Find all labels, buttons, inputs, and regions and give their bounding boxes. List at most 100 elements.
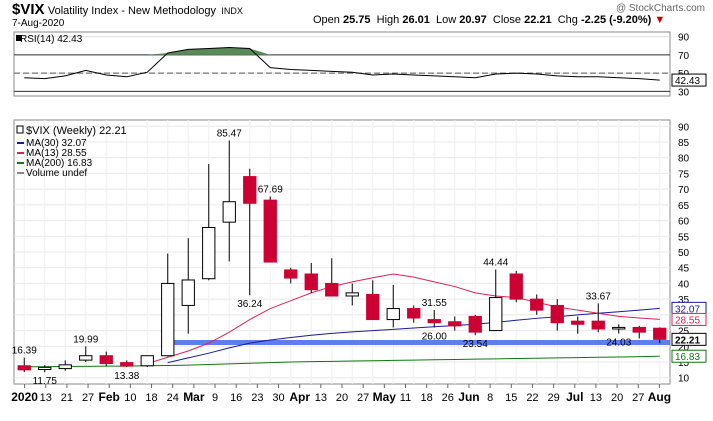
price-annotation: 19.99: [73, 334, 98, 345]
x-tick-label: 11: [400, 392, 411, 404]
price-tick-label: 80: [678, 154, 690, 165]
x-tick-label: 10: [124, 392, 136, 404]
candle-down: [550, 304, 564, 324]
candle-up: [58, 364, 72, 370]
candle-down: [468, 315, 482, 333]
symbol-label: $VIX: [12, 1, 45, 18]
price-tick-label: 45: [678, 264, 690, 275]
x-tick-label: Apr: [289, 390, 310, 404]
x-tick-label: 16: [230, 392, 242, 404]
price-annotation: 16.39: [12, 346, 37, 357]
x-tick-label: 2020: [11, 390, 38, 404]
close-value: 22.21: [524, 14, 552, 26]
price-tick-label: 25: [678, 327, 690, 338]
legend-entry: MA(200) 16.83: [26, 158, 93, 169]
candle-up: [386, 308, 400, 321]
legend-entry: MA(30) 32.07: [26, 138, 87, 149]
value-tag: [671, 312, 707, 326]
x-tick-label: 23: [251, 392, 263, 404]
candle-down: [407, 308, 421, 319]
high-label: High: [376, 14, 400, 26]
price-tick-label: 90: [678, 122, 690, 133]
chg-label: Chg: [557, 14, 578, 26]
rsi-legend-swatch: [16, 35, 22, 41]
open-value: 25.75: [342, 14, 371, 26]
x-tick-label: 27: [357, 392, 369, 404]
x-tick-label: Aug: [648, 390, 671, 404]
rsi-value-label: 42.43: [675, 76, 700, 87]
legend-entry: Volume undef: [26, 168, 87, 179]
rsi-value-tag: [671, 73, 707, 87]
x-tick-label: 15: [505, 392, 517, 404]
price-legend-swatch: [16, 125, 24, 134]
x-tick-label: 18: [421, 392, 433, 404]
x-tick-label: 29: [547, 392, 559, 404]
price-tick-label: 15: [678, 358, 690, 369]
candle-down: [120, 362, 134, 367]
price-tick-label: 10: [678, 374, 690, 385]
price-annotation: 24.03: [606, 338, 631, 349]
candle-down: [263, 199, 277, 263]
candle-up: [79, 355, 93, 361]
x-tick-label: 13: [40, 392, 52, 404]
x-tick-label: Feb: [99, 390, 120, 404]
price-annotation: 33.67: [586, 291, 611, 302]
price-annotation: 11.75: [33, 376, 58, 387]
candle-up: [38, 366, 52, 371]
candle-down: [530, 298, 544, 311]
candle-up: [489, 297, 503, 332]
x-tick-label: 24: [167, 392, 179, 404]
price-tick-label: 35: [678, 295, 690, 306]
candle-down: [17, 365, 31, 371]
x-tick-label: 27: [632, 392, 644, 404]
x-tick-label: 20: [336, 392, 348, 404]
price-tick-label: 75: [678, 169, 690, 180]
candle-down: [304, 273, 318, 291]
candle-up: [345, 292, 359, 297]
low-label: Low: [435, 14, 457, 26]
candle-down: [427, 319, 441, 324]
price-tick-label: 70: [678, 185, 690, 196]
rsi-line: [24, 47, 660, 81]
candle-down: [99, 355, 113, 365]
price-annotation: 44.44: [483, 257, 508, 268]
candle-down: [653, 327, 667, 340]
price-annotation: 13.38: [114, 371, 139, 382]
value-tag-label: 16.83: [675, 352, 700, 363]
x-tick-label: 27: [82, 392, 94, 404]
x-tick-label: 26: [442, 392, 454, 404]
x-tick-label: 22: [526, 392, 538, 404]
x-tick-label: Jun: [458, 390, 479, 404]
high-value: 26.01: [402, 14, 430, 26]
x-tick-label: 9: [212, 392, 218, 404]
price-annotation: 23.54: [463, 339, 488, 350]
open-label: Open: [313, 14, 340, 26]
candle-down: [243, 176, 257, 204]
rsi-legend-label: RSI(14) 42.43: [20, 34, 83, 45]
candle-down: [591, 320, 605, 330]
value-tag: [671, 349, 707, 363]
rsi-overbought-fill: [24, 47, 660, 55]
date-label: 7-Aug-2020: [12, 18, 65, 29]
x-tick-label: 21: [61, 392, 73, 404]
x-tick-label: 18: [145, 392, 157, 404]
x-tick-label: 13: [315, 392, 327, 404]
quote-bar: Open 25.75 High 26.01 Low 20.97 Close 22…: [313, 14, 665, 26]
price-legend-title: $VIX (Weekly) 22.21: [26, 125, 127, 137]
candle-down: [284, 269, 298, 279]
chg-value: -2.25 (-9.20%): [580, 14, 652, 26]
candle-up: [612, 326, 626, 330]
price-annotation: 36.24: [237, 299, 262, 310]
candle-up: [140, 355, 154, 367]
candle-up: [222, 201, 236, 223]
legend-entry: MA(13) 28.55: [26, 148, 87, 159]
x-axis: 2020 13 21 27 Feb 10 18 24 Mar 9 16 23 30 Apr 13 20 27 Ma…: [11, 384, 671, 404]
price-tick-label: 50: [678, 248, 690, 259]
price-tick-label: 20: [678, 342, 690, 353]
candle-down: [571, 320, 585, 325]
down-arrow-icon: ▼: [654, 14, 666, 26]
price-annotation: 85.47: [217, 129, 242, 140]
x-tick-label: Jul: [566, 390, 583, 404]
